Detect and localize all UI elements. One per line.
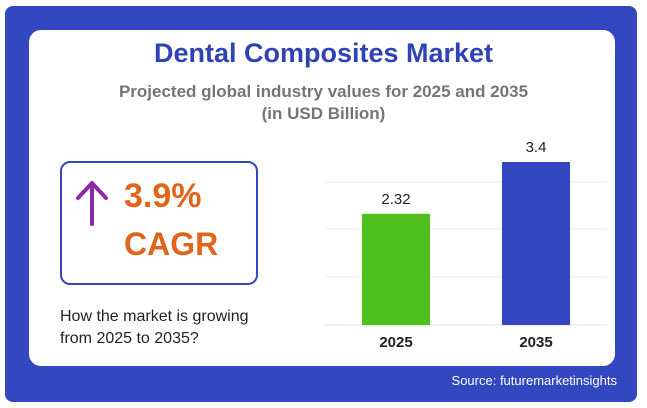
cagr-box: 3.9% CAGR (60, 161, 258, 285)
subtitle: Projected global industry values for 202… (0, 81, 647, 125)
growth-question-line-2: from 2025 to 2035? (60, 330, 199, 347)
arrow-up-icon (76, 181, 108, 226)
cagr-value: 3.9% (124, 177, 202, 215)
bar-2025 (362, 213, 430, 325)
growth-question: How the market is growing from 2025 to 2… (60, 306, 249, 350)
growth-question-line-1: How the market is growing (60, 308, 249, 325)
cagr-label: CAGR (124, 226, 219, 262)
value-label-2035: 3.4 (526, 139, 547, 156)
bar-2035 (502, 162, 570, 325)
page-title: Dental Composites Market (153, 38, 494, 68)
value-label-2025: 2.32 (381, 191, 410, 208)
category-label-2025: 2025 (379, 334, 412, 351)
category-label-2035: 2035 (519, 334, 552, 351)
source-note: Source: futuremarketinsights (451, 373, 617, 388)
subtitle-line-2: (in USD Billion) (261, 104, 386, 123)
subtitle-line-1: Projected global industry values for 202… (118, 82, 529, 101)
